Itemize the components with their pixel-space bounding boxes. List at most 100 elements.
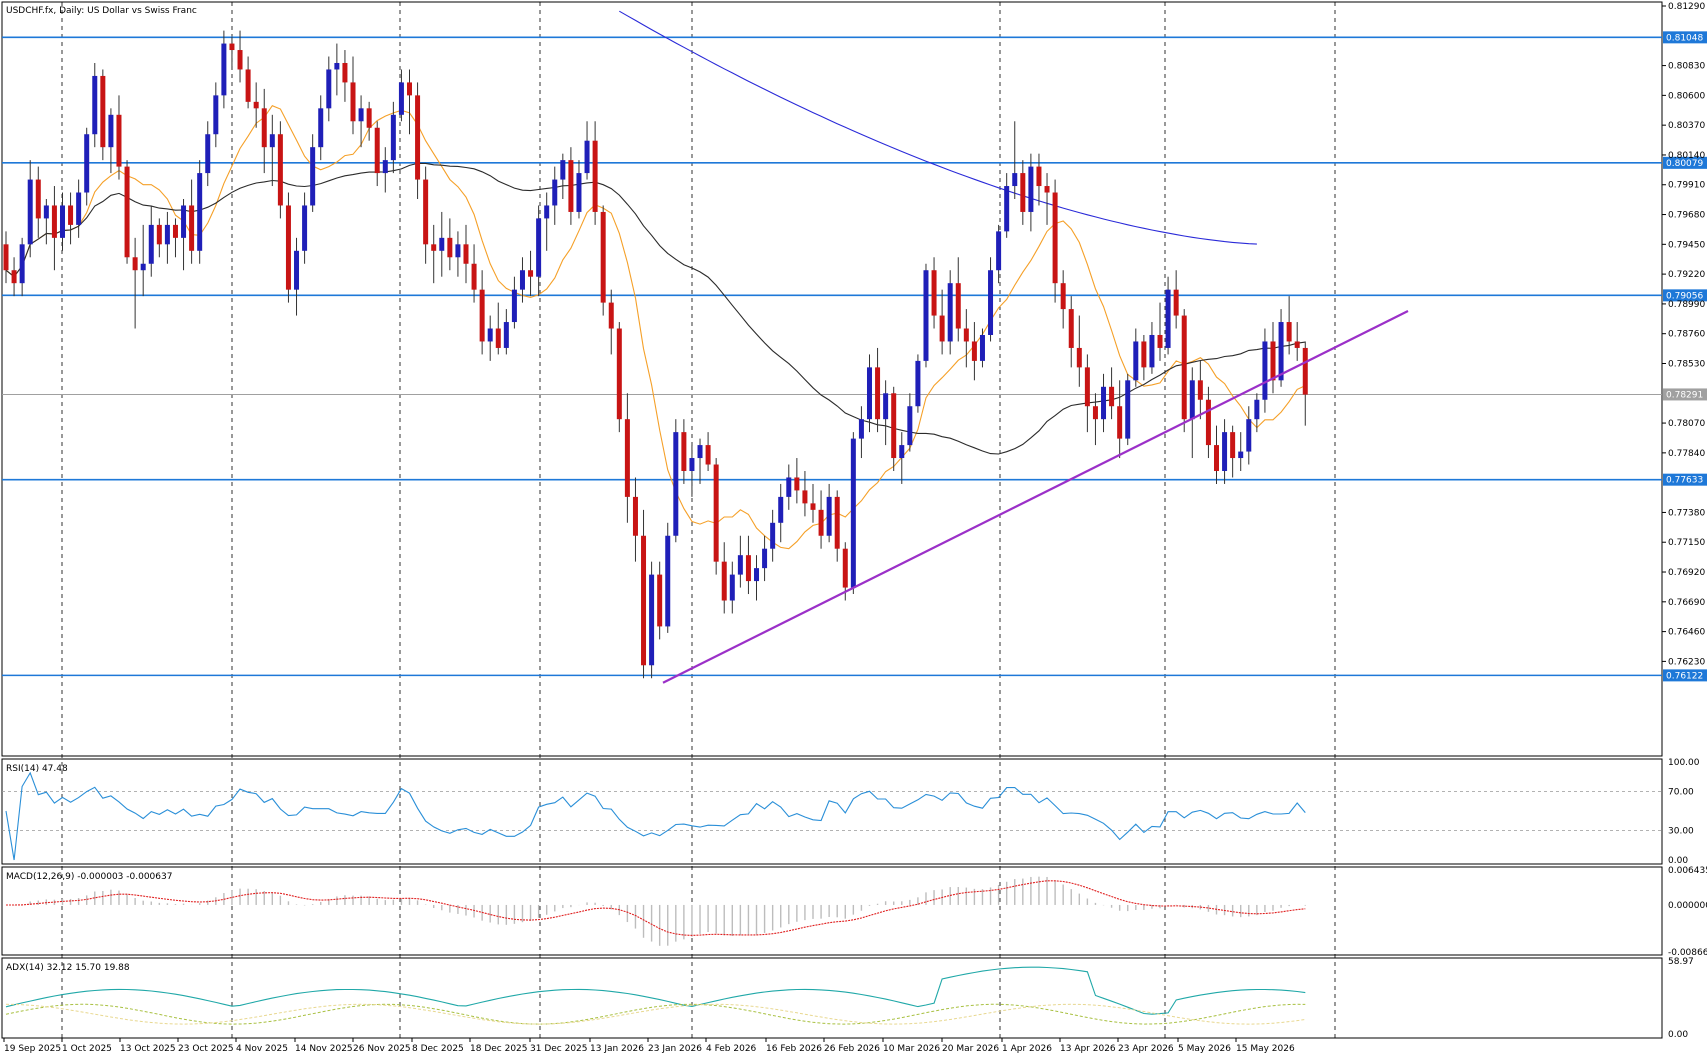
candle-body[interactable] <box>810 503 816 510</box>
candle-body[interactable] <box>907 406 913 446</box>
candle-body[interactable] <box>1294 341 1300 348</box>
candle-body[interactable] <box>1036 166 1042 187</box>
candle-body[interactable] <box>237 50 243 70</box>
candle-body[interactable] <box>1052 192 1058 284</box>
candle-body[interactable] <box>172 224 178 238</box>
candle-body[interactable] <box>140 263 146 271</box>
candle-body[interactable] <box>503 322 509 348</box>
candle-body[interactable] <box>487 328 493 342</box>
candle-body[interactable] <box>68 205 74 225</box>
candle-body[interactable] <box>1286 322 1292 342</box>
rising-trendline[interactable] <box>662 310 1409 684</box>
candle-body[interactable] <box>213 95 219 135</box>
candle-body[interactable] <box>164 224 170 245</box>
candle-body[interactable] <box>455 244 461 258</box>
candle-body[interactable] <box>786 477 792 497</box>
candle-body[interactable] <box>76 192 82 225</box>
candle-body[interactable] <box>358 108 364 122</box>
candle-body[interactable] <box>915 360 921 407</box>
candle-body[interactable] <box>1092 406 1098 420</box>
candle-body[interactable] <box>189 205 195 251</box>
candle-body[interactable] <box>511 289 517 323</box>
candle-body[interactable] <box>818 509 824 536</box>
candle-body[interactable] <box>624 419 630 497</box>
candle-body[interactable] <box>1254 399 1260 420</box>
candle-body[interactable] <box>423 179 429 245</box>
candle-body[interactable] <box>544 205 550 219</box>
candle-body[interactable] <box>834 496 840 549</box>
candle-body[interactable] <box>971 341 977 361</box>
macd-panel[interactable] <box>1 866 1663 956</box>
candle-body[interactable] <box>382 160 388 174</box>
candle-body[interactable] <box>1238 451 1244 459</box>
candle-body[interactable] <box>431 244 437 251</box>
candle-body[interactable] <box>285 205 291 290</box>
candle-body[interactable] <box>415 95 421 180</box>
candle-body[interactable] <box>205 134 211 174</box>
candle-body[interactable] <box>374 127 380 174</box>
candle-body[interactable] <box>84 134 90 193</box>
candle-body[interactable] <box>673 432 679 536</box>
candle-body[interactable] <box>641 535 647 666</box>
candle-body[interactable] <box>794 477 800 491</box>
candle-body[interactable] <box>221 43 227 96</box>
candle-body[interactable] <box>471 263 477 290</box>
candle-body[interactable] <box>11 270 17 284</box>
candle-body[interactable] <box>616 328 622 420</box>
candle-body[interactable] <box>519 270 525 290</box>
candle-body[interactable] <box>536 218 542 277</box>
candle-body[interactable] <box>1012 173 1018 187</box>
candle-body[interactable] <box>181 205 187 238</box>
candle-body[interactable] <box>100 75 106 148</box>
candle-body[interactable] <box>156 224 162 245</box>
candle-body[interactable] <box>1141 341 1147 368</box>
candle-body[interactable] <box>277 134 283 206</box>
candle-body[interactable] <box>858 419 864 439</box>
candle-body[interactable] <box>1004 186 1010 232</box>
candle-body[interactable] <box>1181 315 1187 420</box>
candle-body[interactable] <box>1222 432 1228 471</box>
candle-body[interactable] <box>1197 380 1203 400</box>
candle-body[interactable] <box>745 555 751 582</box>
candle-body[interactable] <box>1044 186 1050 193</box>
candle-body[interactable] <box>754 568 760 582</box>
candle-body[interactable] <box>649 574 655 666</box>
candle-body[interactable] <box>891 393 897 459</box>
candle-body[interactable] <box>407 82 412 96</box>
candle-body[interactable] <box>447 237 453 258</box>
candle-body[interactable] <box>1060 283 1066 310</box>
candle-body[interactable] <box>721 561 727 601</box>
candle-body[interactable] <box>1117 406 1123 439</box>
candle-body[interactable] <box>124 166 130 258</box>
candle-body[interactable] <box>59 205 65 238</box>
candle-body[interactable] <box>269 134 275 148</box>
candle-body[interactable] <box>1076 347 1082 368</box>
candle-body[interactable] <box>875 367 881 420</box>
candle-body[interactable] <box>19 244 25 284</box>
candle-body[interactable] <box>899 445 905 459</box>
candle-body[interactable] <box>1262 341 1268 400</box>
candle-body[interactable] <box>463 244 469 264</box>
candle-body[interactable] <box>923 270 929 361</box>
candle-body[interactable] <box>568 160 574 212</box>
candle-body[interactable] <box>1084 367 1090 407</box>
candle-body[interactable] <box>310 147 316 206</box>
candle-body[interactable] <box>1133 341 1139 381</box>
candle-body[interactable] <box>261 108 267 148</box>
candle-body[interactable] <box>552 179 558 206</box>
candle-body[interactable] <box>826 496 832 536</box>
candle-body[interactable] <box>318 108 324 148</box>
candle-body[interactable] <box>1173 289 1179 316</box>
candle-body[interactable] <box>1189 380 1195 420</box>
candle-body[interactable] <box>584 140 590 174</box>
candle-body[interactable] <box>665 535 671 627</box>
candle-body[interactable] <box>1230 432 1236 459</box>
candle-body[interactable] <box>1214 445 1219 471</box>
candle-body[interactable] <box>398 82 404 115</box>
candle-body[interactable] <box>963 328 969 342</box>
candle-body[interactable] <box>737 555 743 575</box>
candle-body[interactable] <box>1205 399 1211 446</box>
candle-body[interactable] <box>802 490 808 504</box>
candle-body[interactable] <box>729 574 735 601</box>
main-panel[interactable] <box>1 1 1663 757</box>
